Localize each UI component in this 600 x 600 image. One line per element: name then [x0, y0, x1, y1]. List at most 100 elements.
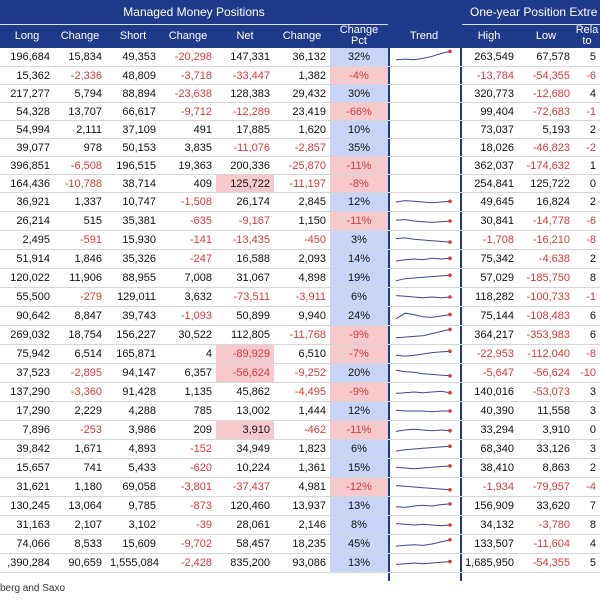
cell-change-pct: 10% — [330, 120, 388, 139]
cell-high: 364,217 — [460, 325, 518, 345]
cell-long-change: -279 — [54, 287, 106, 307]
cell-low: -100,733 — [518, 287, 574, 307]
cell-long-change: -6,508 — [54, 156, 106, 175]
cell-relative: 5 — [574, 48, 600, 67]
cell-short-change: -23,638 — [160, 84, 216, 103]
cell-low: 33,620 — [518, 496, 574, 516]
cell-long: ,390,284 — [0, 553, 54, 573]
cell-trend — [388, 102, 460, 121]
cell-long-change: 1,337 — [54, 192, 106, 212]
cell-high: -5,647 — [460, 363, 518, 383]
cell-short-change: -635 — [160, 211, 216, 231]
cell-short: 4,893 — [106, 439, 160, 459]
cell-net: -11,076 — [216, 138, 274, 157]
cell-change-pct: 30% — [330, 84, 388, 103]
cell-high: 34,132 — [460, 515, 518, 535]
cell-relative: -2 — [574, 138, 600, 157]
cell-change-pct: 8% — [330, 515, 388, 535]
sparkline-last-point — [448, 409, 452, 413]
sparkline-line — [395, 445, 451, 452]
cell-short: 15,609 — [106, 534, 160, 554]
cell-short-change: 4 — [160, 344, 216, 364]
col-header-long-change: Change — [60, 29, 100, 42]
cell-high: 133,507 — [460, 534, 518, 554]
cell-long: 31,163 — [0, 515, 54, 535]
table-row: 17,290 2,229 4,288 785 13,002 1,444 12% 40,390 1… — [0, 401, 600, 421]
col-header-net-change: Change — [282, 29, 322, 42]
cell-short: 10,747 — [106, 192, 160, 212]
cell-long: 36,921 — [0, 192, 54, 212]
sparkline — [395, 464, 452, 470]
cell-trend — [388, 48, 460, 67]
cell-net-change: 1,361 — [274, 458, 330, 478]
table-row: 217,277 5,794 88,894 -23,638 128,383 29,432 30… — [0, 84, 600, 103]
cell-short-change: -9,702 — [160, 534, 216, 554]
cell-long: 54,328 — [0, 102, 54, 121]
table-row: 55,500 -279 129,011 3,632 -73,511 -3,911 6% 118… — [0, 287, 600, 307]
cell-trend — [388, 84, 460, 103]
cell-net: 17,885 — [216, 120, 274, 139]
cell-change-pct: 13% — [330, 553, 388, 573]
cell-long-change: 13,707 — [54, 102, 106, 121]
cell-high: 99,404 — [460, 102, 518, 121]
cell-low: -3,780 — [518, 515, 574, 535]
sparkline — [395, 237, 452, 244]
cell-low: 8,863 — [518, 458, 574, 478]
cell-relative: 8 — [574, 268, 600, 288]
cell-trend — [388, 553, 460, 573]
cell-short: 5,433 — [106, 458, 160, 478]
cell-change-pct: 45% — [330, 534, 388, 554]
sparkline-last-point — [448, 390, 452, 395]
cell-short: 69,058 — [106, 477, 160, 497]
cell-high: 362,037 — [460, 156, 518, 175]
cell-low: -54,355 — [518, 66, 574, 85]
cell-low: -14,778 — [518, 211, 574, 231]
cell-long-change: -2,895 — [54, 363, 106, 383]
sparkline-line — [395, 503, 451, 508]
cell-long-change: 8,533 — [54, 534, 106, 554]
cell-net-change: 1,444 — [274, 401, 330, 421]
cell-net: 147,331 — [216, 48, 274, 67]
cell-relative: 5 — [574, 553, 600, 573]
cell-low: 11,558 — [518, 401, 574, 421]
sparkline-line — [395, 274, 451, 282]
sparkline-line — [395, 390, 451, 394]
table-row: 54,994 2,111 37,109 491 17,885 1,620 10% 73,037… — [0, 120, 600, 139]
table-row: 396,851 -6,508 196,515 19,363 200,336 -25,870… — [0, 156, 600, 175]
cell-short-change: -9,712 — [160, 102, 216, 121]
cell-change-pct: 6% — [330, 439, 388, 459]
cell-relative: -8 — [574, 230, 600, 250]
col-header-change-pct: Change Pct — [339, 24, 379, 47]
cell-net-change: -2,857 — [274, 138, 330, 157]
cell-long-change: 8,847 — [54, 306, 106, 326]
sparkline-last-point — [448, 538, 452, 542]
cell-net: 3,910 — [216, 420, 274, 440]
cell-relative: 4 — [574, 534, 600, 554]
cell-low: -174,632 — [518, 156, 574, 175]
cell-short-change: -873 — [160, 496, 216, 516]
cell-relative: 3 — [574, 439, 600, 459]
cell-short-change: 30,522 — [160, 325, 216, 345]
sparkline — [395, 219, 452, 223]
cell-change-pct: 15% — [330, 458, 388, 478]
cell-net: 200,336 — [216, 156, 274, 175]
cell-net: 31,067 — [216, 268, 274, 288]
sparkline-last-point — [448, 327, 452, 332]
cell-long-change: 978 — [54, 138, 106, 157]
table-row: 54,328 13,707 66,617 -9,712 -12,289 23,419 -66… — [0, 102, 600, 121]
cell-trend — [388, 515, 460, 535]
sparkline — [395, 523, 452, 527]
cell-net-change: 2,845 — [274, 192, 330, 212]
sparkline-line — [395, 328, 451, 339]
cell-short: 196,515 — [106, 156, 160, 175]
table-row: 37,523 -2,895 94,147 6,357 -56,624 -9,252 20% -… — [0, 363, 600, 383]
table-row: 39,842 1,671 4,893 -152 34,949 1,823 6% 68,340 3… — [0, 439, 600, 459]
header-divider — [0, 24, 388, 25]
cell-short: 66,617 — [106, 102, 160, 121]
cell-change-pct: 13% — [330, 496, 388, 516]
table-row: 51,914 1,846 35,326 -247 16,588 2,093 14% 75,34… — [0, 249, 600, 269]
table-row: 130,245 13,064 9,785 -873 120,460 13,937 13% 15… — [0, 496, 600, 516]
cell-relative: 2 — [574, 458, 600, 478]
cell-relative: 3 — [574, 401, 600, 421]
cell-relative: -4 — [574, 477, 600, 497]
